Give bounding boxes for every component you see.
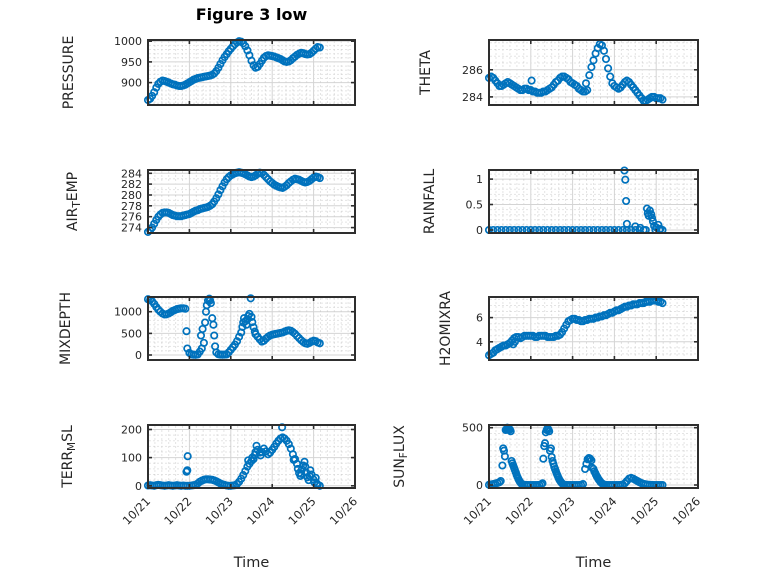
y-tick-label: 500	[121, 327, 142, 340]
subplot-rainfall: 0 0.5 1 RAINFALL	[422, 166, 699, 237]
axis-ticks	[147, 40, 356, 105]
y-tick-label: 6	[476, 312, 483, 325]
axes-box	[488, 296, 699, 361]
x-tick-label: 10/22	[161, 494, 194, 527]
scatter-points	[484, 166, 667, 235]
y-tick-label: 200	[121, 424, 142, 437]
y-axis-label: SUNFLUX	[392, 425, 410, 488]
y-tick-label: 4	[476, 336, 483, 349]
grid	[489, 170, 698, 233]
grid	[148, 40, 355, 105]
x-tick-label: 10/23	[544, 494, 577, 527]
y-tick-label: 276	[121, 211, 142, 224]
y-tick-label: 0	[135, 480, 142, 493]
scatter-points	[143, 423, 324, 490]
y-tick-label: 100	[121, 452, 142, 465]
x-tick-label: 10/25	[285, 494, 318, 527]
y-axis-label: RAINFALL	[422, 169, 438, 234]
axes-box	[147, 169, 356, 234]
axis-ticks	[488, 170, 699, 233]
subplot-sun_flux: 0 500 SUNFLUX 10/21 10/22 10/23 10/24 10/25 10/2…	[392, 422, 703, 528]
axes-box	[488, 424, 699, 489]
y-tick-label: 280	[121, 189, 142, 202]
y-tick-label: 282	[121, 178, 142, 191]
subplot-pressure: 900 950 1000 PRESSURE	[61, 35, 356, 110]
scatter-points	[484, 296, 667, 360]
y-tick-label: 0	[135, 349, 142, 362]
subplot-terr_msl: 0 100 200 TERRMSL 10/21 10/22 10/23 10/24 10/25 1…	[60, 423, 360, 528]
x-tick-label: 10/22	[503, 494, 536, 527]
y-axis-label: TERRMSL	[60, 425, 78, 489]
x-axis-label: Time	[233, 555, 270, 571]
axis-ticks	[147, 425, 356, 488]
scatter-points	[484, 423, 667, 490]
y-tick-label: 950	[121, 56, 142, 69]
y-tick-label: 1	[476, 173, 483, 186]
y-tick-label: 1000	[114, 35, 142, 48]
y-tick-label: 278	[121, 200, 142, 213]
y-tick-label: 284	[121, 167, 142, 180]
y-tick-label: 500	[462, 422, 483, 435]
x-axis-label: Time	[575, 555, 612, 571]
y-axis-label: THETA	[418, 50, 434, 96]
y-tick-label: 900	[121, 77, 142, 90]
y-axis-label: H2OMIXRA	[438, 291, 454, 366]
y-axis-label: AIRTEMP	[65, 172, 83, 231]
axis-ticks	[488, 40, 699, 105]
y-tick-label: 0.5	[466, 199, 484, 212]
axes-box	[147, 424, 356, 489]
scatter-points	[143, 37, 324, 105]
y-tick-label: 0	[476, 479, 483, 492]
y-tick-label: 286	[462, 64, 483, 77]
axes-box	[488, 39, 699, 106]
subplot-theta: 284 286 THETA	[418, 39, 699, 106]
axes-box	[488, 169, 699, 234]
y-tick-label: 0	[476, 224, 483, 237]
scatter-points	[143, 294, 324, 359]
x-tick-label: 10/21	[120, 494, 153, 527]
axis-ticks	[488, 425, 699, 488]
figure-title: Figure 3 low	[195, 5, 308, 24]
x-tick-label: 10/24	[244, 494, 277, 527]
x-tick-label: 10/25	[628, 494, 661, 527]
axes-box	[147, 296, 356, 361]
y-tick-label: 274	[121, 222, 142, 235]
axes-box	[147, 39, 356, 106]
x-tick-label: 10/23	[203, 494, 236, 527]
axis-ticks	[147, 297, 356, 360]
subplot-h2omixra: 4 6 H2OMIXRA	[438, 291, 699, 366]
grid	[489, 297, 698, 360]
x-tick-label: 10/21	[461, 494, 494, 527]
x-tick-label: 10/26	[327, 494, 360, 527]
x-tick-label: 10/24	[586, 494, 619, 527]
y-tick-label: 1000	[114, 306, 142, 319]
axis-ticks	[147, 170, 356, 233]
y-tick-label: 284	[462, 91, 483, 104]
y-axis-label: PRESSURE	[61, 36, 77, 110]
y-axis-label: MIXDEPTH	[58, 292, 74, 365]
subplot-mixdepth: 0 500 1000 MIXDEPTH	[58, 292, 356, 365]
axis-ticks	[488, 297, 699, 360]
scatter-points	[484, 40, 667, 105]
grid	[489, 40, 698, 105]
x-tick-label: 10/26	[670, 494, 703, 527]
